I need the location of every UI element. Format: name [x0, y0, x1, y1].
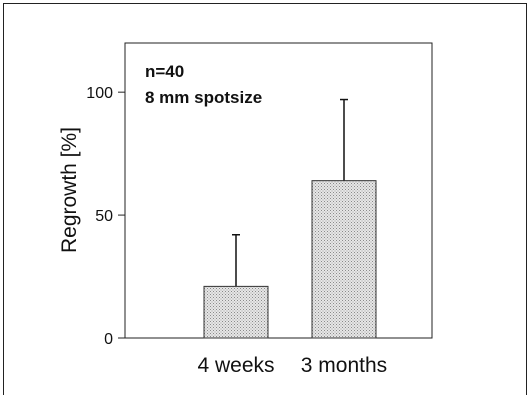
annotation-spotsize: 8 mm spotsize — [145, 88, 262, 107]
x-axis-ticks: 4 weeks 3 months — [197, 354, 387, 377]
plot-area — [124, 42, 433, 339]
y-axis-label: Regrowth [%] — [58, 127, 81, 253]
bar — [311, 180, 377, 339]
x-tick-label: 3 months — [301, 354, 387, 377]
annotation-n: n=40 — [145, 62, 184, 81]
x-tick-label: 4 weeks — [197, 354, 274, 377]
y-axis-ticks: 0 50 100 — [86, 85, 125, 348]
y-tick-label: 50 — [95, 208, 113, 225]
bars — [203, 98, 377, 339]
bar — [203, 285, 269, 339]
y-tick-label: 0 — [104, 331, 113, 348]
y-tick-label: 100 — [86, 85, 113, 102]
